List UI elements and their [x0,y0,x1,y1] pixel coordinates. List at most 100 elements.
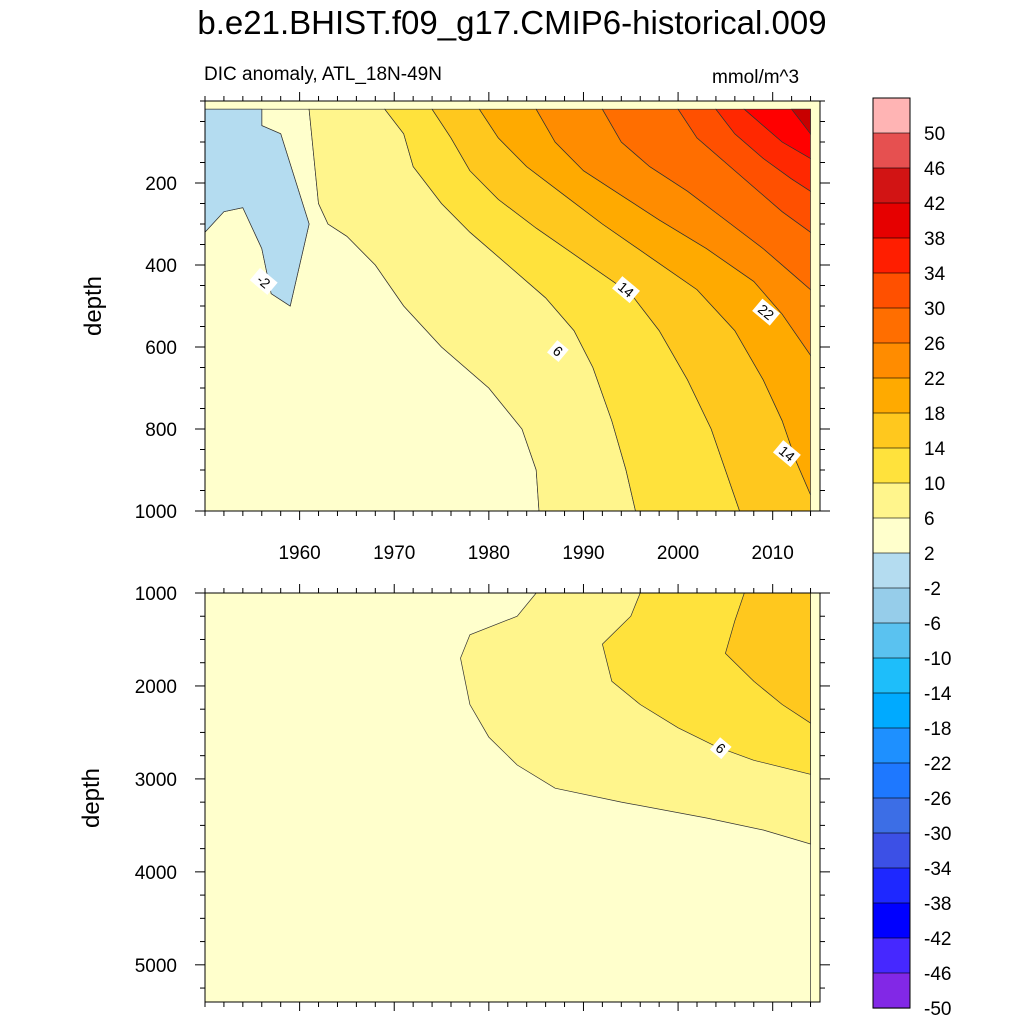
colorbar-label-8: 18 [924,404,945,425]
upper-y-tick-label: 200 [145,174,177,195]
panel-subtitle: DIC anomaly, ATL_18N-49N [204,64,442,85]
colorbar-label-21: -34 [924,859,952,880]
lower-contour-panel: 1000 2000 3000 4000 5000 6 depth [78,584,830,1011]
colorbar-label-17: -18 [924,719,951,740]
colorbar-swatch-18 [872,727,911,764]
upper-x-tick-label: 1960 [278,543,320,564]
upper-contour-fills [205,101,820,511]
figure-title: b.e21.BHIST.f09_g17.CMIP6-historical.009 [197,4,827,41]
lower-plot-frame [204,592,821,1003]
contour-label-box [772,440,801,468]
colorbar-label-3: 38 [924,229,945,250]
colorbar-label-15: -10 [924,649,951,670]
upper-x-tick-label: 2010 [752,543,794,564]
colorbar-swatch-22 [872,867,911,904]
contour-label-box [709,737,732,760]
lower-axis-ticks: 1000 2000 3000 4000 5000 [135,584,830,1011]
colorbar: 50 46 42 38 34 30 26 22 18 14 10 6 2 -2 -6 -10 -14 -18 -22… [872,97,952,1020]
colorbar-label-7: 22 [924,369,945,390]
lower-y-tick-label: 1000 [135,584,177,605]
colorbar-swatch-6 [872,307,911,344]
upper-contour-label-1: 6 [547,340,569,363]
contour-label-box [249,267,278,295]
colorbar-label-24: -46 [924,964,951,985]
colorbar-label-0: 50 [924,124,945,145]
lower-y-tick-label: 2000 [135,677,177,698]
colorbar-label-9: 14 [924,439,946,460]
colorbar-label-6: 26 [924,334,945,355]
lower-y-tick-label: 3000 [135,770,177,791]
upper-contour-label-3: 22 [752,298,781,326]
lower-contour-fills [205,593,820,1002]
colorbar-swatch-8 [872,377,911,414]
upper-y-tick-label: 1000 [135,502,177,523]
colorbar-label-18: -22 [924,754,951,775]
colorbar-swatch-16 [872,657,911,694]
colorbar-swatch-19 [872,762,911,799]
colorbar-label-19: -26 [924,789,951,810]
colorbar-swatch-17 [872,692,911,729]
colorbar-label-25: -50 [924,999,951,1020]
contour-label-box [547,340,569,363]
colorbar-swatch-12 [872,517,911,554]
colorbar-swatch-21 [872,832,911,869]
lower-contour-labels: 6 [709,737,732,760]
colorbar-swatch-0 [872,97,911,134]
colorbar-swatch-10 [872,447,911,484]
colorbar-swatch-23 [872,902,911,939]
colorbar-label-12: 2 [924,544,935,565]
colorbar-swatch-2 [872,167,911,204]
upper-x-tick-label: 1990 [562,543,604,564]
upper-axis-ticks: 1960 1970 1980 1990 2000 2010 200 400 600 800 1000 [135,92,830,564]
upper-y-tick-label: 600 [145,338,177,359]
upper-contour-panel: 1960 1970 1980 1990 2000 2010 200 400 600 800 1000… [80,92,830,564]
colorbar-label-4: 34 [924,264,946,285]
lower-y-tick-label: 5000 [135,956,177,977]
upper-contour-label-0: -2 [249,267,278,295]
lower-y-tick-label: 4000 [135,863,177,884]
colorbar-label-23: -42 [924,929,951,950]
contour-label-box [752,298,781,326]
colorbar-swatch-24 [872,937,911,974]
colorbar-swatch-9 [872,412,911,449]
upper-x-tick-label: 2000 [657,543,699,564]
colorbar-swatch-7 [872,342,911,379]
lower-contour-label-0: 6 [709,737,732,760]
lower-contour-band-3 [725,593,811,724]
colorbar-swatch-15 [872,622,911,659]
colorbar-swatch-4 [872,237,911,274]
colorbar-swatch-11 [872,482,911,519]
upper-y-tick-label: 400 [145,256,177,277]
colorbar-label-20: -30 [924,824,951,845]
units-label: mmol/m^3 [712,67,800,88]
upper-contour-band-11 [205,108,310,307]
upper-x-tick-label: 1980 [468,543,510,564]
upper-contour-labels: -2 6 14 22 14 [249,267,801,468]
colorbar-label-10: 10 [924,474,945,495]
upper-y-tick-label: 800 [145,420,177,441]
colorbar-label-14: -6 [924,614,941,635]
upper-contour-label-2: 14 [612,276,640,304]
lower-y-axis-label: depth [78,768,105,828]
upper-x-tick-label: 1970 [373,543,415,564]
colorbar-swatch-5 [872,272,911,309]
colorbar-swatch-3 [872,202,911,239]
colorbar-label-13: -2 [924,579,941,600]
colorbar-label-11: 6 [924,509,935,530]
colorbar-frame [872,97,911,1009]
colorbar-swatch-1 [872,132,911,169]
colorbar-label-22: -38 [924,894,951,915]
upper-contour-label-4: 14 [772,440,801,468]
upper-y-axis-label: depth [80,276,107,336]
colorbar-swatch-13 [872,552,911,589]
colorbar-label-2: 42 [924,194,945,215]
colorbar-label-1: 46 [924,159,945,180]
colorbar-label-16: -14 [924,684,952,705]
colorbar-swatch-14 [872,587,911,624]
colorbar-swatch-20 [872,797,911,834]
contour-label-box [612,276,640,304]
colorbar-swatch-25 [872,972,911,1009]
colorbar-label-5: 30 [924,299,945,320]
upper-contour-band-10 [790,108,811,135]
